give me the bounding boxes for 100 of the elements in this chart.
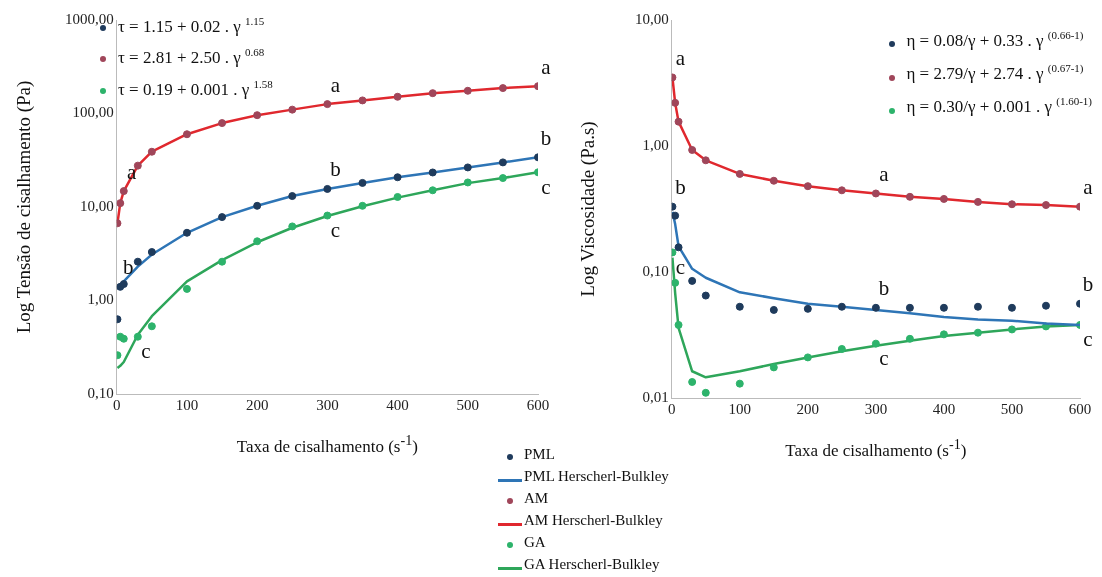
- y-tick-label: 1000,00: [65, 10, 114, 27]
- point: [323, 100, 332, 109]
- point: [939, 330, 948, 339]
- x-tick-label: 500: [456, 396, 480, 413]
- x-tick-label: 0: [668, 400, 676, 417]
- point: [498, 84, 507, 93]
- annotation: a: [541, 54, 552, 79]
- x-tick-label: 600: [1068, 400, 1092, 417]
- annotation: c: [1083, 327, 1093, 352]
- point: [688, 145, 697, 154]
- point: [837, 186, 846, 195]
- y-tick-label: 1,00: [642, 136, 669, 153]
- point: [358, 96, 367, 105]
- annotation: b: [878, 276, 890, 301]
- point: [253, 111, 262, 120]
- annotation: c: [879, 346, 889, 371]
- point: [133, 332, 142, 341]
- point: [288, 105, 297, 114]
- y-axis-title: Log Tensão de cisalhamento (Pa): [13, 80, 35, 334]
- point: [803, 304, 812, 313]
- point: [116, 199, 125, 208]
- point: [1007, 303, 1016, 312]
- point: [671, 278, 680, 287]
- point: [688, 276, 697, 285]
- y-tick-label: 0,10: [642, 262, 669, 279]
- legend-label: PML: [524, 446, 555, 462]
- point: [498, 174, 507, 183]
- y-tick-label: 100,00: [72, 104, 114, 121]
- point: [133, 257, 142, 266]
- point: [939, 303, 948, 312]
- annotation: τ = 0.19 + 0.001 . γ $^{1.58}$: [118, 78, 273, 99]
- point: [769, 305, 778, 314]
- point: [1007, 325, 1016, 334]
- point: [463, 163, 472, 172]
- point: [905, 303, 914, 312]
- point: [358, 178, 367, 187]
- x-tick-label: 400: [386, 396, 409, 413]
- y-axis-title: Log Viscosidade (Pa.s): [577, 121, 599, 297]
- point: [837, 302, 846, 311]
- x-tick-label: 100: [175, 396, 199, 413]
- annotation: c: [541, 174, 551, 199]
- annotation: a: [879, 161, 890, 186]
- x-tick-label: 500: [1000, 400, 1024, 417]
- y-tick-label: 0,01: [642, 388, 669, 405]
- point: [871, 303, 880, 312]
- point: [393, 92, 402, 101]
- point: [498, 158, 507, 167]
- legend-label: η = 0.30/γ + 0.001 . γ $^{(1.60-1)}$: [906, 95, 1092, 117]
- point: [428, 168, 437, 177]
- annotation: a: [675, 45, 686, 70]
- x-tick-label: 200: [796, 400, 820, 417]
- point: [147, 147, 156, 156]
- x-axis-title: Taxa de cisalhamento (s$^{-1}$): [785, 436, 967, 461]
- point: [428, 186, 437, 195]
- x-tick-label: 0: [113, 396, 121, 413]
- point: [393, 192, 402, 201]
- y-tick-label: 10,00: [635, 10, 669, 27]
- y-tick-label: 1,00: [87, 291, 114, 308]
- point: [218, 213, 227, 222]
- y-tick-label: 10,00: [80, 197, 114, 214]
- point: [182, 228, 191, 237]
- point: [182, 284, 191, 293]
- point: [939, 194, 948, 203]
- legend-label: η = 2.79/γ + 2.74 . γ $^{(0.67-1)}$: [906, 62, 1084, 83]
- point: [803, 353, 812, 362]
- annotation: b: [123, 255, 134, 280]
- point: [769, 176, 778, 185]
- point: [182, 130, 191, 139]
- legend-label: GA: [524, 534, 546, 551]
- point: [671, 98, 680, 107]
- annotation: b: [330, 157, 341, 182]
- point: [253, 201, 262, 210]
- legend-label: η = 0.08/γ + 0.33 . γ $^{(0.66-1)}$: [906, 29, 1084, 50]
- x-tick-label: 400: [932, 400, 956, 417]
- legend-label: PML Herscherl-Bulkley: [524, 468, 669, 485]
- point: [688, 377, 697, 386]
- x-tick-label: 600: [526, 396, 550, 413]
- point: [735, 379, 744, 388]
- point: [253, 237, 262, 246]
- annotation: b: [675, 175, 686, 200]
- point: [973, 197, 982, 206]
- annotation: τ = 1.15 + 0.02 . γ $^{1.15}$: [118, 15, 265, 36]
- point: [837, 344, 846, 353]
- annotation: b: [1082, 272, 1094, 297]
- y-tick-label: 0,10: [87, 384, 114, 401]
- point: [674, 243, 683, 252]
- point: [463, 178, 472, 187]
- annotation: a: [1083, 175, 1094, 200]
- point: [218, 257, 227, 266]
- point: [288, 222, 297, 231]
- point: [769, 363, 778, 372]
- point: [803, 182, 812, 191]
- point: [674, 117, 683, 126]
- point: [463, 86, 472, 95]
- point: [905, 192, 914, 201]
- legend-label: GA Herscherl-Bulkley: [524, 556, 660, 573]
- x-tick-label: 300: [316, 396, 339, 413]
- point: [1041, 201, 1050, 210]
- x-axis-title: Taxa de cisalhamento (s$^{-1}$): [236, 432, 418, 457]
- annotation: c: [675, 254, 686, 279]
